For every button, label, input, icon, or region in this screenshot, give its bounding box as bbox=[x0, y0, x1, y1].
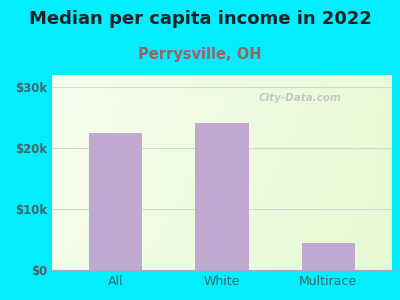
Bar bbox=[89, 133, 142, 270]
Bar bbox=[196, 122, 248, 270]
Bar bbox=[302, 243, 355, 270]
Text: Median per capita income in 2022: Median per capita income in 2022 bbox=[28, 11, 372, 28]
Text: City-Data.com: City-Data.com bbox=[259, 93, 342, 103]
Text: Perrysville, OH: Perrysville, OH bbox=[138, 46, 262, 62]
